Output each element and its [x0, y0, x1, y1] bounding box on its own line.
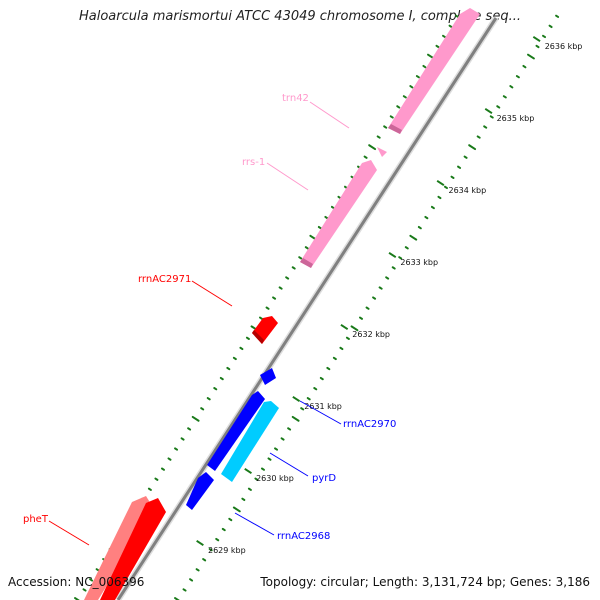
feature-pyrD[interactable]	[221, 401, 279, 482]
feature-layer	[84, 8, 480, 600]
map-title: Haloarcula marismortui ATCC 43049 chromo…	[79, 9, 521, 24]
genome-summary: Topology: circular; Length: 3,131,724 bp…	[260, 575, 590, 589]
scale-tick-2634	[436, 179, 445, 187]
label-rrnAC2970[interactable]: rrnAC2970	[343, 419, 396, 430]
scale-label-2630: 2630 kbp	[256, 474, 294, 483]
scale-label-2633: 2633 kbp	[400, 258, 438, 267]
label-rrnAC2968[interactable]: rrnAC2968	[277, 531, 330, 542]
scale-label-2635: 2635 kbp	[497, 114, 535, 123]
gene-labels: trn42 rrs-1 rrnAC2971 pheT rrnAC2970 pyr…	[23, 93, 396, 542]
feature-rrs-1[interactable]	[300, 160, 377, 268]
scale-label-2629: 2629 kbp	[208, 546, 246, 555]
scale-tick-2632	[340, 323, 349, 331]
accession-label: Accession: NC_006396	[8, 575, 145, 589]
label-rrs-1[interactable]: rrs-1	[242, 157, 265, 168]
scale-tick-2635	[484, 107, 493, 115]
label-connectors	[48, 101, 350, 546]
scale-tick-2629	[196, 539, 204, 547]
feature-blue-long[interactable]	[207, 391, 265, 471]
gc-track-right	[174, 14, 560, 600]
scale-tick-2636	[532, 35, 541, 43]
scale-label-2636: 2636 kbp	[545, 42, 583, 51]
scale-label-2631: 2631 kbp	[304, 402, 342, 411]
label-trn42[interactable]: trn42	[282, 93, 309, 104]
feature-trn42[interactable]	[388, 8, 480, 134]
scale-label-2632: 2632 kbp	[352, 330, 390, 339]
backbone	[115, 16, 499, 600]
label-pheT[interactable]: pheT	[23, 514, 49, 525]
scale-tick-2631	[292, 395, 301, 403]
label-rrnAC2971[interactable]: rrnAC2971	[138, 274, 191, 285]
scale-tick-2630	[244, 467, 252, 475]
feature-rna-marker[interactable]	[377, 147, 387, 157]
label-pyrD[interactable]: pyrD	[312, 473, 336, 484]
feature-pheT[interactable]	[84, 496, 166, 600]
feature-rrnAC2971[interactable]	[252, 316, 278, 344]
scale-tick-2633	[388, 251, 397, 259]
scale-label-2634: 2634 kbp	[449, 186, 487, 195]
feature-rrnAC2968[interactable]	[186, 472, 214, 510]
scale-ruler: 2629 kbp 2630 kbp 2631 kbp 2632 kbp 2633 kbp…	[196, 35, 583, 555]
feature-rrnAC2970[interactable]	[260, 368, 276, 385]
